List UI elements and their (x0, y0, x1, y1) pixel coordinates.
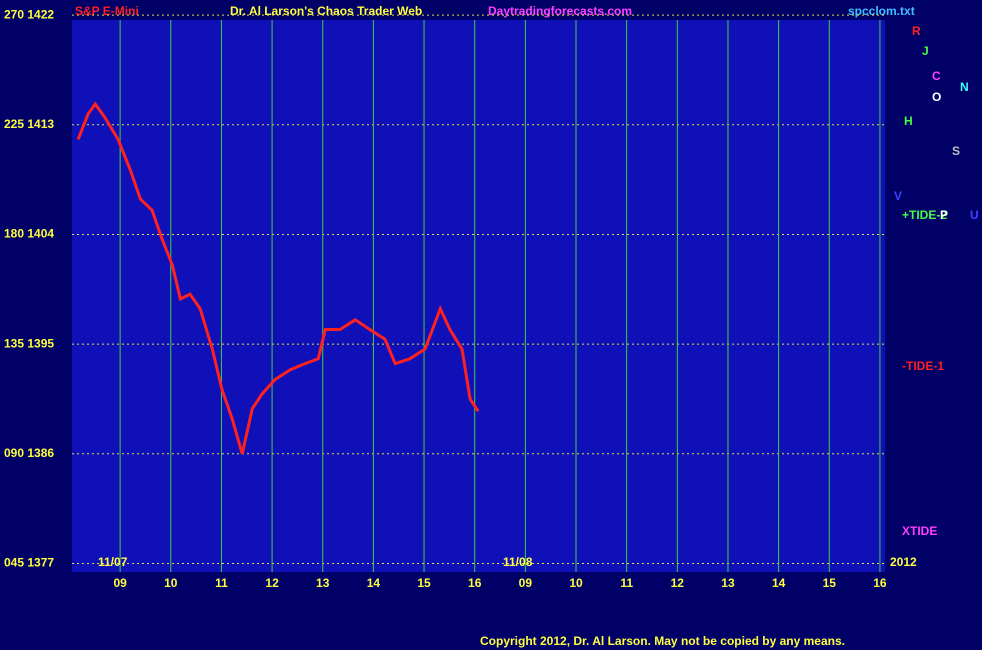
x-tick-label: 16 (468, 576, 482, 590)
side-label: V (894, 189, 902, 203)
copyright: Copyright 2012, Dr. Al Larson. May not b… (480, 634, 845, 648)
side-label: C (932, 69, 941, 83)
x-tick-label: 10 (569, 576, 583, 590)
side-label: U (970, 208, 979, 222)
side-label: H (904, 114, 913, 128)
side-label: J (922, 44, 929, 58)
date-label: 2012 (890, 555, 917, 569)
subtitle: Dr. Al Larson's Chaos Trader Web (230, 4, 422, 18)
x-tick-label: 11 (215, 576, 228, 590)
chart-title: S&P E-Mini (75, 4, 139, 18)
x-tick-label: 13 (721, 576, 735, 590)
y-tick-label: 045 1377 (4, 556, 54, 570)
y-tick-label: 135 1395 (4, 336, 54, 350)
plot-area (72, 20, 885, 572)
side-label: R (912, 24, 921, 38)
x-tick-label: 10 (164, 576, 178, 590)
side-label: +TIDE-2 (902, 208, 947, 222)
x-tick-label: 11 (620, 576, 633, 590)
side-label: P (940, 208, 948, 222)
x-tick-label: 12 (265, 576, 279, 590)
side-label: O (932, 90, 941, 104)
side-label: -TIDE-1 (902, 359, 944, 373)
date-label: 11/08 (503, 555, 533, 569)
date-label: 11/07 (98, 555, 128, 569)
x-tick-label: 12 (671, 576, 685, 590)
x-tick-label: 15 (823, 576, 837, 590)
side-label: N (960, 80, 969, 94)
x-tick-label: 09 (519, 576, 533, 590)
y-tick-label: 090 1386 (4, 446, 54, 460)
side-label: S (952, 144, 960, 158)
x-tick-label: 15 (417, 576, 431, 590)
file-name: spcclom.txt (848, 4, 915, 18)
site: Daytradingforecasts.com (488, 4, 632, 18)
y-tick-label: 225 1413 (4, 117, 54, 131)
x-tick-label: 09 (113, 576, 127, 590)
side-label: XTIDE (902, 524, 937, 538)
x-tick-label: 13 (316, 576, 330, 590)
x-tick-label: 14 (367, 576, 381, 590)
price-line (76, 101, 480, 455)
x-tick-label: 16 (873, 576, 887, 590)
y-tick-label: 270 1422 (4, 7, 54, 21)
y-tick-label: 180 1404 (4, 227, 54, 241)
x-tick-label: 14 (772, 576, 786, 590)
